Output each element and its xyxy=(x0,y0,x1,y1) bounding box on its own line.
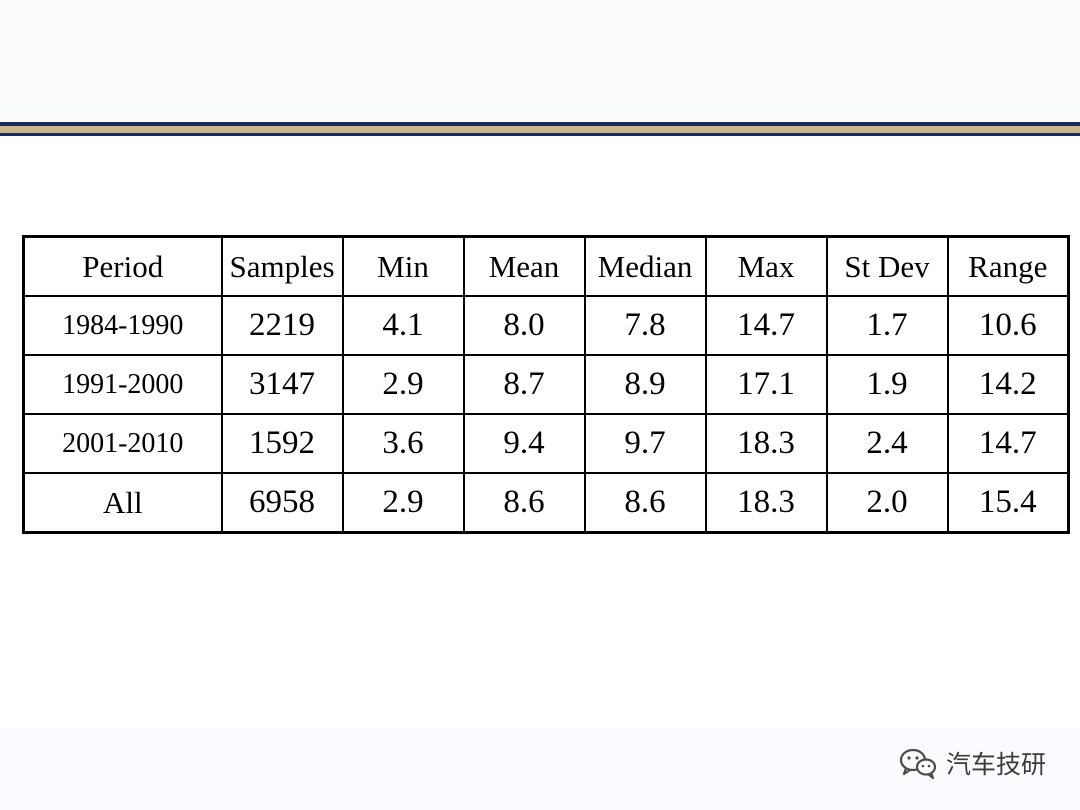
cell-mean: 8.7 xyxy=(462,354,586,415)
cell-period: All xyxy=(22,472,223,534)
cell-max: 14.7 xyxy=(704,295,828,356)
cell-mean: 8.0 xyxy=(462,295,586,356)
table-row-total: All 6958 2.9 8.6 8.6 18.3 2.0 15.4 xyxy=(22,472,1070,534)
column-header-mean: Mean xyxy=(462,235,586,297)
cell-max: 17.1 xyxy=(704,354,828,415)
cell-period: 1984-1990 xyxy=(22,295,223,356)
cell-range: 14.2 xyxy=(946,354,1070,415)
column-header-range: Range xyxy=(946,235,1070,297)
cell-max: 18.3 xyxy=(704,413,828,474)
cell-period: 1991-2000 xyxy=(22,354,223,415)
cell-min: 4.1 xyxy=(341,295,465,356)
column-header-median: Median xyxy=(583,235,707,297)
column-header-stdev: St Dev xyxy=(825,235,949,297)
cell-range: 14.7 xyxy=(946,413,1070,474)
cell-stdev: 1.9 xyxy=(825,354,949,415)
cell-median: 9.7 xyxy=(583,413,707,474)
cell-median: 7.8 xyxy=(583,295,707,356)
column-header-max: Max xyxy=(704,235,828,297)
cell-min: 2.9 xyxy=(341,472,465,534)
table-row: 1984-1990 2219 4.1 8.0 7.8 14.7 1.7 10.6 xyxy=(22,295,1070,356)
cell-period: 2001-2010 xyxy=(22,413,223,474)
column-header-samples: Samples xyxy=(220,235,344,297)
cell-min: 2.9 xyxy=(341,354,465,415)
header-rule-top xyxy=(0,122,1080,126)
cell-samples: 3147 xyxy=(220,354,344,415)
watermark: 汽车技研 xyxy=(898,745,1046,781)
cell-range: 15.4 xyxy=(946,472,1070,534)
header-rule-bottom xyxy=(0,133,1080,136)
column-header-min: Min xyxy=(341,235,465,297)
cell-samples: 2219 xyxy=(220,295,344,356)
watermark-text: 汽车技研 xyxy=(945,750,1046,779)
cell-mean: 9.4 xyxy=(462,413,586,474)
cell-stdev: 1.7 xyxy=(825,295,949,356)
cell-stdev: 2.4 xyxy=(825,413,949,474)
cell-median: 8.6 xyxy=(583,472,707,534)
header-band xyxy=(0,0,1080,122)
table-row: 1991-2000 3147 2.9 8.7 8.9 17.1 1.9 14.2 xyxy=(22,354,1070,415)
cell-max: 18.3 xyxy=(704,472,828,534)
wechat-icon xyxy=(898,746,938,780)
cell-mean: 8.6 xyxy=(462,472,586,534)
column-header-period: Period xyxy=(22,235,223,297)
header-rule-gold xyxy=(0,126,1080,133)
cell-range: 10.6 xyxy=(946,295,1070,356)
cell-samples: 6958 xyxy=(220,472,344,534)
statistics-table: Period Samples Min Mean Median Max St De… xyxy=(22,235,1070,534)
cell-stdev: 2.0 xyxy=(825,472,949,534)
cell-median: 8.9 xyxy=(583,354,707,415)
cell-samples: 1592 xyxy=(220,413,344,474)
cell-min: 3.6 xyxy=(341,413,465,474)
footer-band xyxy=(0,728,1080,810)
table-row: 2001-2010 1592 3.6 9.4 9.7 18.3 2.4 14.7 xyxy=(22,413,1070,474)
table-header-row: Period Samples Min Mean Median Max St De… xyxy=(22,235,1070,297)
